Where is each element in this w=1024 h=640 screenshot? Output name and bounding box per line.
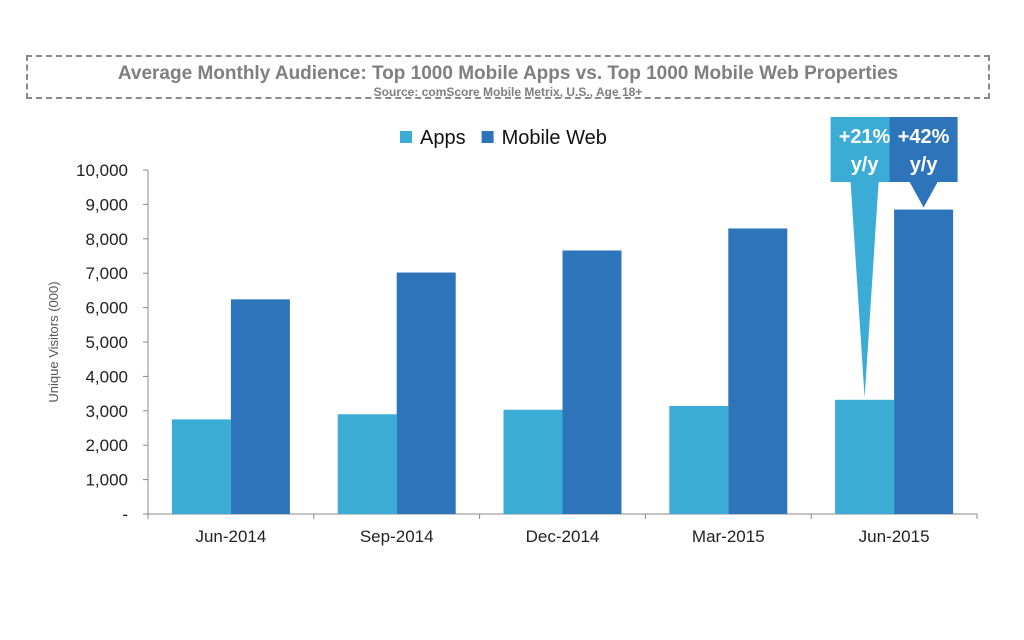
bar-mobile-web [230,299,290,514]
x-tick-label: Jun-2014 [195,527,266,546]
chart-legend: Apps Mobile Web [400,127,607,149]
y-tick-label: - [122,505,128,524]
bar-mobile-web [728,228,788,515]
chart-subtitle: Source: comScore Mobile Metrix, U.S., Ag… [373,85,643,99]
callout-bubble [889,117,958,208]
callout-line1: +42% [898,126,950,148]
legend-label: Apps [420,127,466,149]
bar-apps [503,409,563,514]
legend-swatch [481,131,494,143]
chart-title: Average Monthly Audience: Top 1000 Mobil… [117,63,899,84]
bar-apps [171,419,231,514]
callout-line2: y/y [910,154,939,176]
x-tick-label: Mar-2015 [692,527,765,546]
y-tick-label: 2,000 [85,436,128,455]
y-tick-label: 5,000 [85,333,128,352]
chart-callouts: +21% y/y +42% y/y [830,117,958,398]
y-tick-label: 6,000 [85,299,128,318]
y-tick-label: 8,000 [85,230,128,249]
bar-apps [835,399,895,514]
chart-bars [171,209,954,515]
x-tick-label: Jun-2015 [859,527,930,546]
y-tick-label: 7,000 [85,264,128,283]
y-tick-label: 10,000 [76,161,128,180]
bar-mobile-web [562,250,622,514]
x-tick-label: Dec-2014 [526,527,600,546]
legend-label: Mobile Web [502,127,607,149]
y-tick-label: 1,000 [85,471,128,490]
bar-mobile-web [396,272,456,514]
bar-mobile-web [894,209,954,514]
y-axis-label: Unique Visitors (000) [46,281,61,402]
legend-swatch [400,131,412,143]
y-tick-label: 4,000 [85,367,128,386]
chart-title-box: Average Monthly Audience: Top 1000 Mobil… [26,55,990,99]
callout-line1: +21% [839,126,891,148]
bar-apps [669,405,729,514]
chart-axes: - 1,000 2,000 3,000 4,000 5,000 6,000 7,000 8,00… [76,161,978,546]
x-tick-label: Sep-2014 [360,527,434,546]
callout-bubble [830,117,899,398]
callout-line2: y/y [851,154,880,176]
bar-apps [337,414,397,514]
y-tick-label: 3,000 [85,402,128,421]
y-tick-label: 9,000 [85,195,128,214]
